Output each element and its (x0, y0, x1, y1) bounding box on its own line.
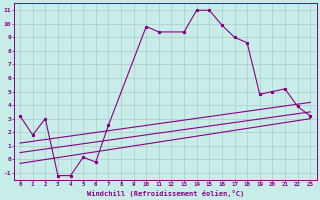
X-axis label: Windchill (Refroidissement éolien,°C): Windchill (Refroidissement éolien,°C) (86, 190, 244, 197)
